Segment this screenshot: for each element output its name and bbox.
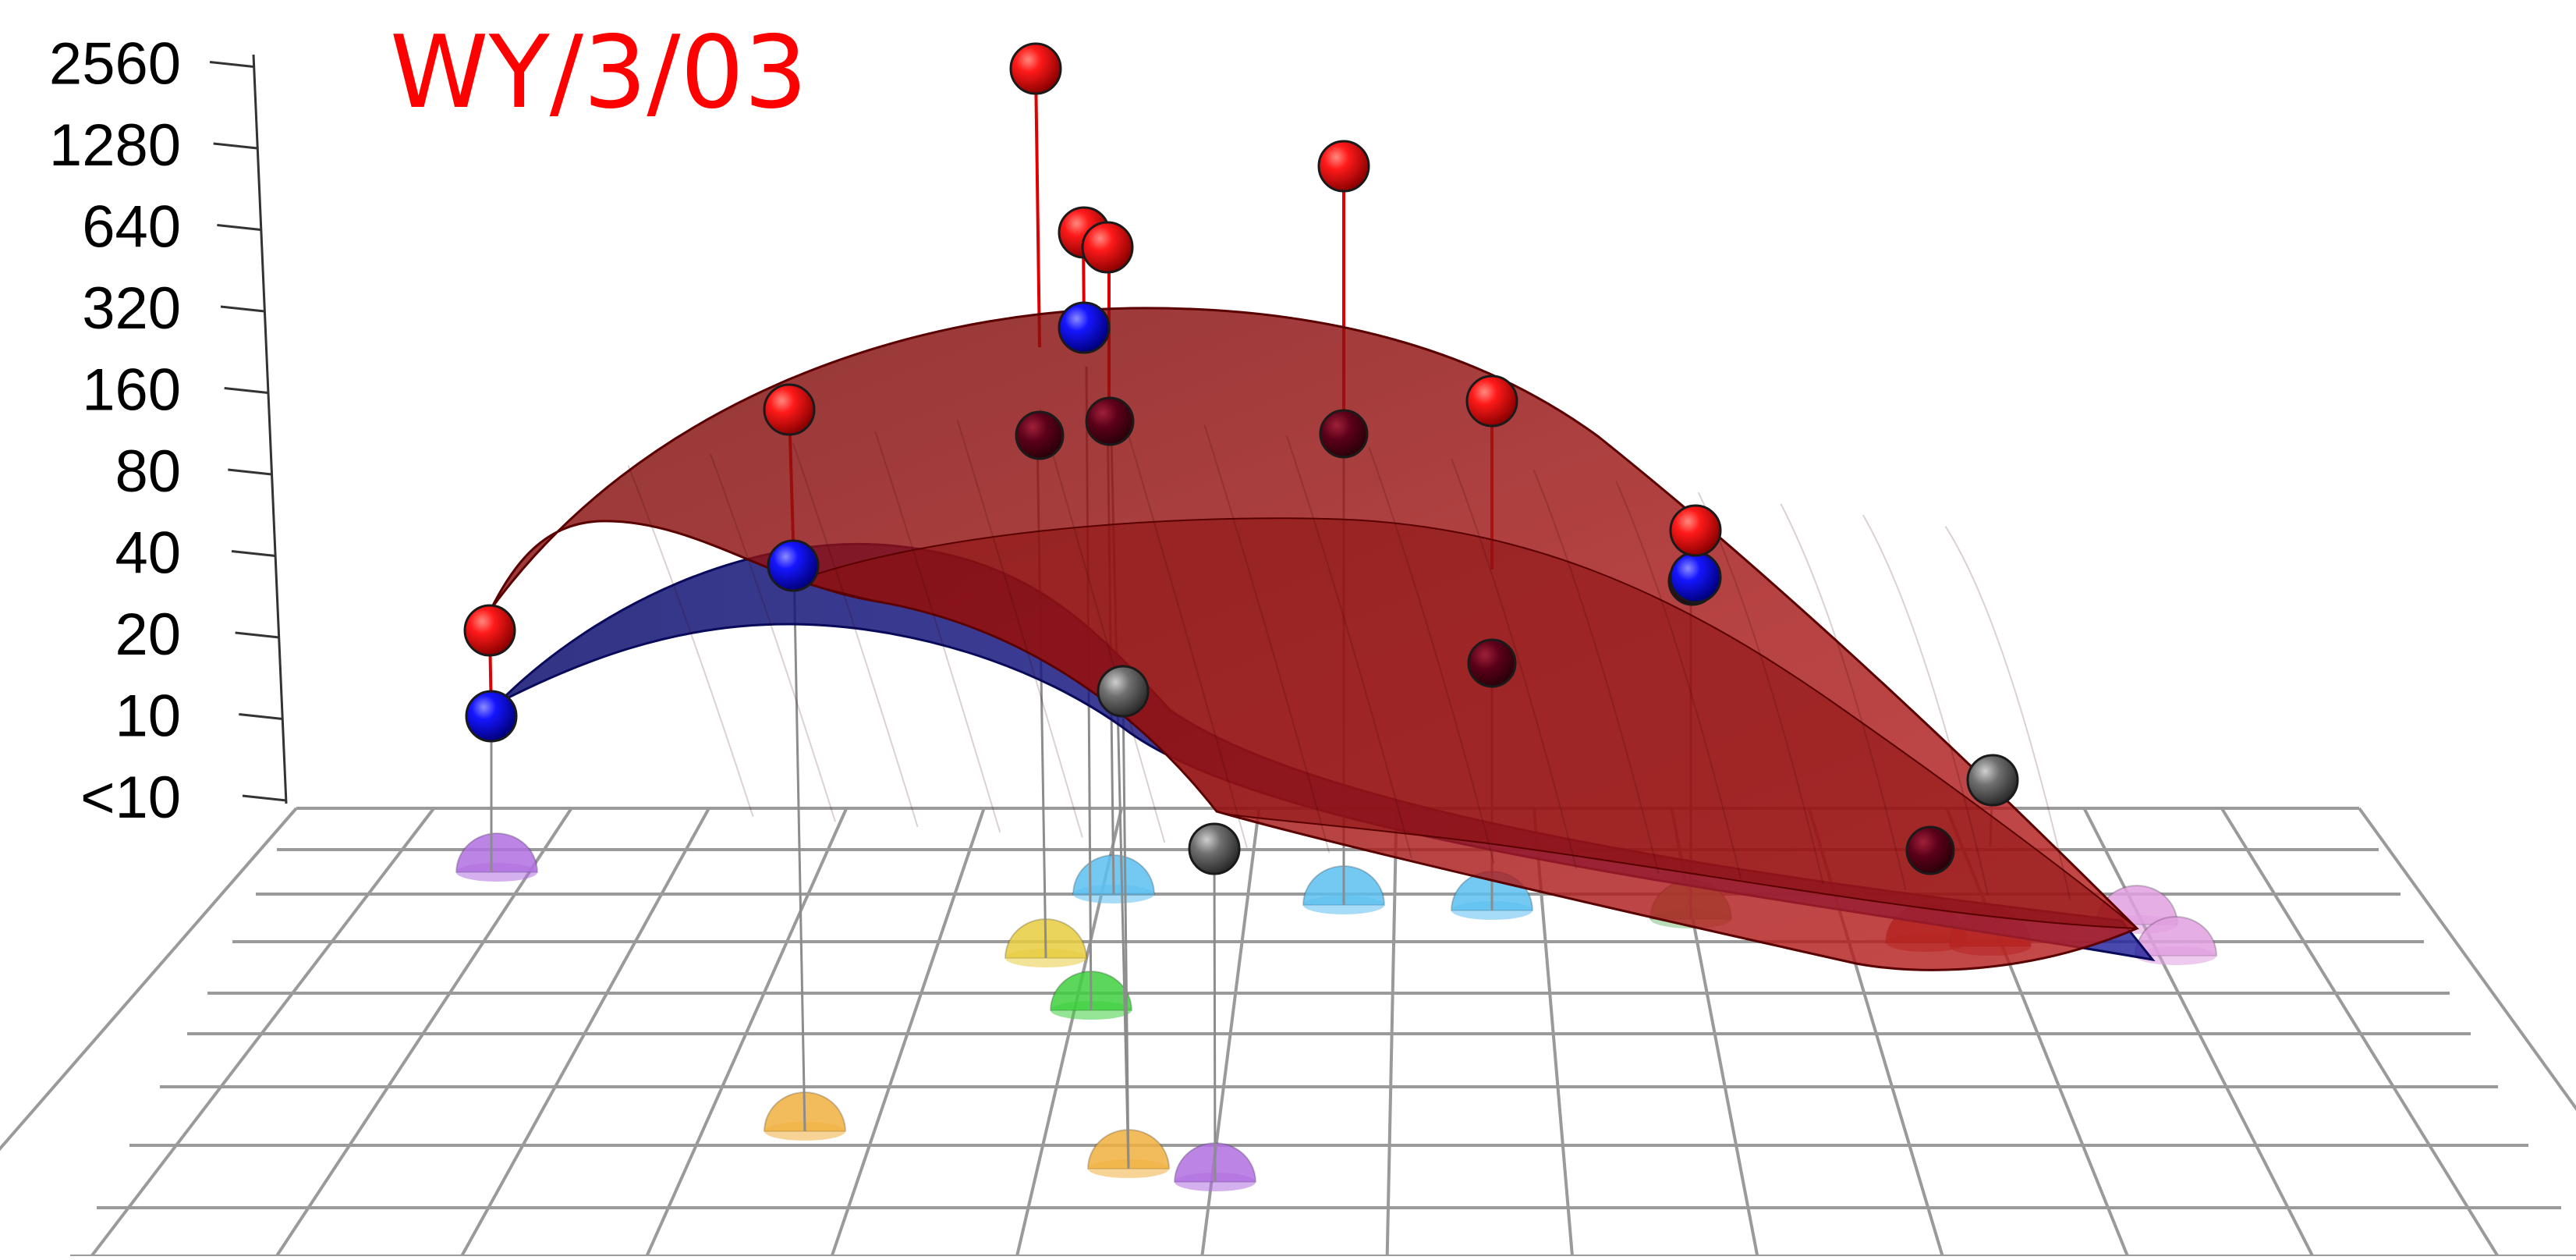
point-hidden-red	[1905, 825, 1955, 875]
z-axis-tick-label: 40	[115, 520, 181, 587]
z-axis-tick	[239, 713, 283, 720]
point-gray-series	[1966, 754, 2019, 807]
stem-line	[1213, 848, 1217, 1183]
point-blue-series	[767, 539, 820, 592]
surface-mesh-line	[792, 442, 919, 828]
z-axis-tick	[242, 794, 287, 802]
point-hidden-red	[1015, 410, 1065, 460]
grid-line-col	[2082, 807, 2315, 1257]
point-red-series	[1317, 140, 1370, 193]
point-red-series	[1009, 42, 1062, 95]
surface-mesh-line	[1451, 458, 1578, 869]
surface-mesh-line	[1532, 469, 1660, 875]
z-axis-tick-label: 160	[82, 357, 181, 424]
point-hidden-red	[1467, 638, 1517, 688]
surface-mesh-line	[1121, 413, 1248, 848]
grid-line-col	[2220, 807, 2500, 1258]
grid-line-col	[460, 807, 710, 1257]
base-marker-rim	[2135, 946, 2216, 965]
z-axis-tick-label: 80	[115, 438, 181, 505]
grid-line-col	[0, 807, 298, 1152]
z-axis-tick	[217, 224, 261, 231]
grid-line-col	[90, 807, 435, 1258]
z-axis-tick-label: 10	[115, 683, 181, 750]
surface-mesh-line	[1203, 424, 1331, 854]
grid-line-col	[275, 807, 573, 1258]
base-marker	[2134, 916, 2218, 957]
surface-mesh-line	[956, 420, 1083, 838]
grid-line-col	[645, 807, 849, 1257]
z-axis-tick	[228, 468, 272, 476]
surface-red-fold	[792, 517, 2139, 930]
z-axis-tick	[213, 142, 257, 150]
point-blue-series	[1058, 301, 1111, 354]
point-red-series	[763, 383, 816, 436]
grid-line-col	[830, 807, 986, 1257]
surface-mesh-line	[1286, 435, 1412, 859]
z-axis-tick-label: 640	[82, 194, 181, 261]
z-axis-tick-label: 1280	[49, 112, 181, 179]
z-axis-tick	[224, 387, 268, 394]
surface-mesh-line	[874, 431, 1001, 832]
z-axis-tick	[235, 631, 279, 639]
z-axis-tick-label: 320	[82, 275, 181, 342]
chart-title: WY/3/03	[390, 15, 808, 131]
point-red-series	[1669, 504, 1722, 557]
grid-line-col	[2358, 807, 2576, 1111]
stem-line	[1034, 68, 1041, 348]
point-red-series	[463, 604, 516, 657]
grid-line-col	[1385, 807, 1398, 1257]
z-axis-tick-label: 2560	[49, 31, 181, 98]
surface-mesh-line	[1039, 409, 1166, 843]
z-axis-tick-label: <10	[80, 765, 181, 831]
point-blue-series	[1669, 551, 1722, 604]
z-axis-tick	[209, 61, 254, 68]
point-red-series	[1465, 374, 1518, 428]
point-blue-series	[465, 690, 518, 743]
z-axis-tick-label: 20	[115, 602, 181, 668]
surface-mesh-line	[627, 465, 754, 817]
surface-mesh-line	[1862, 514, 1989, 895]
surface-mesh-line	[1368, 447, 1495, 864]
z-axis-tick	[231, 550, 276, 557]
point-gray-series	[1188, 822, 1241, 875]
z-axis-line	[252, 54, 288, 804]
surface-mesh-line	[1944, 526, 2071, 900]
surface-mesh-line	[1780, 503, 1907, 890]
point-hidden-red	[1319, 409, 1369, 459]
point-red-series	[1081, 221, 1134, 274]
base-marker	[455, 832, 539, 873]
z-axis-tick	[220, 305, 265, 313]
stem-line	[1121, 694, 1130, 1169]
stem-line	[792, 565, 806, 1132]
surface-mesh-line	[710, 453, 837, 822]
point-hidden-red	[1085, 396, 1135, 446]
point-gray-series	[1097, 665, 1150, 718]
base-marker-rim	[456, 863, 537, 882]
surface-mesh-line	[1615, 481, 1742, 879]
